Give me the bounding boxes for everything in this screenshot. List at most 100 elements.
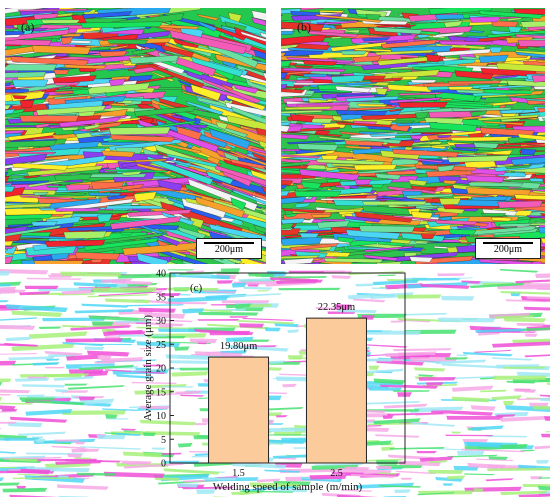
grain [344, 215, 382, 223]
faded-grain [367, 422, 423, 426]
faded-grain [0, 293, 2, 295]
y-tick-label: 25 [156, 340, 166, 351]
faded-grain [462, 352, 513, 357]
faded-grain [151, 336, 186, 339]
faded-grain [136, 341, 181, 348]
faded-grain [61, 324, 87, 328]
faded-grain [62, 342, 105, 347]
faded-grain [463, 473, 495, 476]
grain [360, 113, 420, 120]
faded-grain [447, 454, 498, 458]
grain [480, 213, 507, 217]
faded-grain [503, 400, 515, 406]
grain [281, 255, 320, 259]
faded-grain [309, 474, 347, 480]
faded-grain [479, 389, 508, 393]
grain [5, 64, 57, 71]
faded-grain [25, 409, 73, 416]
grain [5, 108, 26, 116]
grain [345, 96, 400, 102]
faded-grain [53, 375, 95, 381]
faded-grain [392, 348, 452, 352]
faded-grain [134, 389, 174, 395]
grain [442, 180, 458, 185]
grain [436, 48, 492, 57]
grain [281, 88, 305, 94]
faded-grain [9, 494, 60, 497]
faded-grain [360, 344, 408, 348]
grain [7, 131, 56, 141]
faded-grain [131, 381, 178, 384]
grain [428, 122, 478, 132]
grain [190, 56, 244, 77]
grain [517, 39, 545, 47]
faded-grain [220, 268, 241, 273]
grain [281, 154, 322, 159]
grain [478, 258, 534, 264]
faded-grain [492, 375, 548, 380]
grain [500, 109, 525, 114]
grain [454, 70, 494, 80]
grain [29, 27, 49, 32]
grain [19, 100, 35, 108]
grain [74, 252, 121, 261]
faded-grain [102, 329, 143, 336]
faded-grain [544, 416, 550, 421]
grain [286, 139, 346, 145]
grain [334, 85, 372, 93]
grain [196, 14, 220, 21]
faded-grain [499, 268, 539, 273]
faded-grain [365, 330, 383, 332]
faded-grain [0, 405, 16, 410]
grain [294, 202, 311, 209]
scale-bar-line-a [204, 242, 254, 244]
faded-grain [375, 465, 393, 470]
faded-grain [505, 405, 550, 412]
faded-grain [470, 425, 504, 431]
grain [294, 251, 328, 259]
grain [540, 238, 545, 245]
faded-grain [545, 431, 550, 433]
faded-grain [264, 469, 301, 473]
grain [108, 126, 171, 135]
grain [330, 75, 366, 83]
faded-grain [182, 308, 204, 314]
ebsd-map-b: (b) 200μm [281, 8, 545, 264]
faded-grain [74, 309, 135, 314]
bar [208, 356, 270, 464]
faded-grain [55, 460, 103, 465]
y-tick-label: 35 [156, 292, 166, 303]
faded-grain [103, 471, 165, 478]
faded-grain [68, 373, 90, 377]
grain [255, 127, 266, 136]
scale-bar-a: 200μm [196, 238, 262, 259]
grain [281, 30, 295, 35]
grain [281, 237, 323, 246]
grain [134, 106, 197, 117]
grain [285, 56, 358, 64]
grain [431, 31, 466, 38]
faded-grain [60, 271, 122, 277]
faded-grain [368, 365, 380, 370]
faded-grain [225, 336, 254, 342]
grain [361, 37, 391, 42]
grain [344, 140, 385, 147]
faded-grain [231, 282, 247, 288]
grain [283, 106, 333, 111]
faded-grain [499, 415, 550, 422]
faded-grain [379, 384, 438, 389]
faded-grain [261, 434, 320, 436]
faded-grain [227, 344, 289, 352]
grain [391, 149, 460, 158]
grain [5, 151, 57, 155]
panel-label-b: (b) [297, 20, 311, 34]
grain [54, 174, 93, 182]
faded-grain [46, 358, 60, 361]
faded-grain [373, 378, 405, 385]
faded-grain [445, 434, 494, 437]
faded-grain [428, 469, 464, 474]
faded-grain [390, 320, 405, 323]
faded-grain [161, 452, 183, 455]
grain [108, 78, 126, 87]
faded-grain [229, 316, 249, 318]
